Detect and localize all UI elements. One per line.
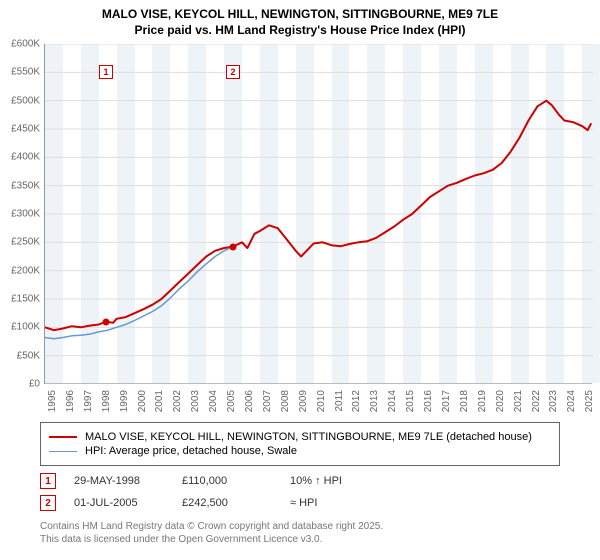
- x-tick-label: 2001: [154, 390, 165, 412]
- chart-marker-dot-2: [230, 243, 237, 250]
- y-tick-label: £200K: [11, 265, 40, 276]
- x-tick-label: 2002: [172, 390, 183, 412]
- marker-date: 01-JUL-2005: [74, 497, 164, 509]
- x-tick-label: 2007: [262, 390, 273, 412]
- x-tick-label: 2015: [405, 390, 416, 412]
- x-tick-label: 2004: [208, 390, 219, 412]
- x-tick-label: 1996: [65, 390, 76, 412]
- legend-label: MALO VISE, KEYCOL HILL, NEWINGTON, SITTI…: [85, 431, 532, 443]
- y-tick-label: £150K: [11, 294, 40, 305]
- x-tick-label: 2014: [387, 390, 398, 412]
- x-tick-label: 2011: [334, 390, 345, 412]
- x-tick-label: 2013: [369, 390, 380, 412]
- x-tick-label: 2003: [190, 390, 201, 412]
- x-tick-label: 2022: [531, 390, 542, 412]
- x-tick-label: 2021: [513, 390, 524, 412]
- chart-marker-1: 1: [99, 65, 113, 79]
- x-tick-label: 2000: [137, 390, 148, 412]
- marker-price: £110,000: [182, 475, 272, 487]
- chart-svg: [45, 44, 593, 384]
- y-tick-label: £600K: [11, 39, 40, 50]
- chart-marker-dot-1: [103, 318, 110, 325]
- y-tick-label: £550K: [11, 67, 40, 78]
- x-axis: 1995 1996 1997 1998 1999 2000 2001 2002 2003 2004…: [44, 384, 592, 414]
- series-price_paid: [45, 101, 591, 331]
- x-tick-label: 2012: [351, 390, 362, 412]
- x-tick-label: 2008: [280, 390, 291, 412]
- y-tick-label: £400K: [11, 152, 40, 163]
- y-tick-label: £300K: [11, 209, 40, 220]
- x-tick-label: 1997: [83, 390, 94, 412]
- x-tick-label: 2006: [244, 390, 255, 412]
- x-tick-label: 2020: [495, 390, 506, 412]
- plot-area: 12: [44, 44, 592, 384]
- x-tick-label: 2005: [226, 390, 237, 412]
- attribution-line-1: Contains HM Land Registry data © Crown c…: [40, 520, 560, 533]
- x-tick-label: 1998: [101, 390, 112, 412]
- attribution: Contains HM Land Registry data © Crown c…: [40, 520, 560, 546]
- legend-label: HPI: Average price, detached house, Swal…: [85, 445, 297, 457]
- x-tick-label: 2009: [298, 390, 309, 412]
- y-tick-label: £450K: [11, 124, 40, 135]
- x-tick-label: 2024: [566, 390, 577, 412]
- marker-table-row: 2 01-JUL-2005 £242,500 ≈ HPI: [40, 492, 560, 514]
- legend-swatch: [49, 436, 77, 438]
- chart-container: £0 £50K £100K £150K £200K £250K £300K £350K £400…: [0, 44, 600, 414]
- x-tick-label: 1995: [47, 390, 58, 412]
- marker-date: 29-MAY-1998: [74, 475, 164, 487]
- x-tick-label: 2017: [441, 390, 452, 412]
- y-tick-label: £0: [29, 379, 40, 390]
- x-tick-label: 2018: [459, 390, 470, 412]
- marker-number-box: 2: [40, 495, 56, 511]
- x-tick-label: 2025: [584, 390, 595, 412]
- y-axis: £0£50K£100K£150K£200K£250K£300K£350K£400…: [0, 44, 44, 384]
- chart-title-block: MALO VISE, KEYCOL HILL, NEWINGTON, SITTI…: [0, 0, 600, 38]
- marker-number-box: 1: [40, 473, 56, 489]
- legend-swatch: [49, 451, 77, 452]
- x-tick-label: 2010: [316, 390, 327, 412]
- y-tick-label: £250K: [11, 237, 40, 248]
- y-tick-label: £350K: [11, 180, 40, 191]
- marker-note: ≈ HPI: [290, 497, 380, 509]
- y-tick-label: £50K: [17, 350, 40, 361]
- y-tick-label: £100K: [11, 322, 40, 333]
- chart-marker-2: 2: [226, 65, 240, 79]
- legend-row: MALO VISE, KEYCOL HILL, NEWINGTON, SITTI…: [49, 431, 551, 443]
- x-tick-label: 2016: [423, 390, 434, 412]
- legend-row: HPI: Average price, detached house, Swal…: [49, 445, 551, 457]
- legend-box: MALO VISE, KEYCOL HILL, NEWINGTON, SITTI…: [40, 422, 560, 466]
- x-tick-label: 1999: [119, 390, 130, 412]
- x-tick-label: 2023: [548, 390, 559, 412]
- marker-table-row: 1 29-MAY-1998 £110,000 10% ↑ HPI: [40, 470, 560, 492]
- title-line-2: Price paid vs. HM Land Registry's House …: [0, 22, 600, 38]
- marker-price: £242,500: [182, 497, 272, 509]
- attribution-line-2: This data is licensed under the Open Gov…: [40, 533, 560, 546]
- y-tick-label: £500K: [11, 95, 40, 106]
- marker-note: 10% ↑ HPI: [290, 475, 380, 487]
- title-line-1: MALO VISE, KEYCOL HILL, NEWINGTON, SITTI…: [0, 6, 600, 22]
- series-hpi: [45, 247, 233, 339]
- marker-table: 1 29-MAY-1998 £110,000 10% ↑ HPI 2 01-JUL-200…: [40, 470, 560, 514]
- x-tick-label: 2019: [477, 390, 488, 412]
